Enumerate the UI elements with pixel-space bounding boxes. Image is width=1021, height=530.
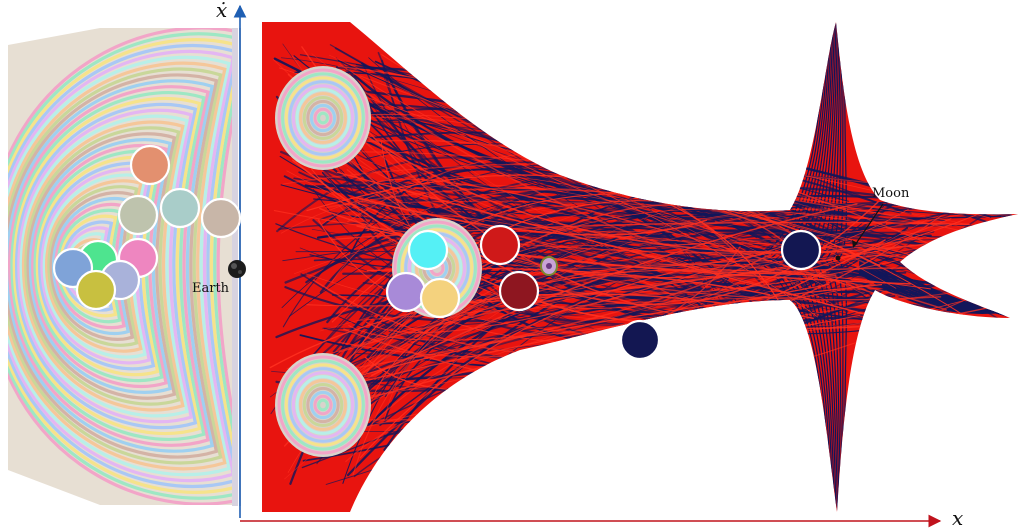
earth-icon: [228, 260, 246, 278]
marker-taupe: [200, 197, 242, 239]
moon-manifold-strand: [779, 23, 832, 511]
orbit-ring: [295, 88, 351, 148]
marker-dark-red: [498, 270, 540, 312]
manifold-streak: [288, 201, 732, 384]
earth-region-orbits: [8, 28, 232, 505]
orbit-ring: [8, 38, 232, 494]
manifold-streak: [317, 69, 734, 318]
marker-sage-1: [117, 194, 159, 236]
manifold-streak: [370, 203, 858, 377]
orbit-ring: [8, 55, 231, 477]
orbit-ring: [12, 96, 202, 436]
manifold-streak: [286, 170, 909, 278]
orbit-ring: [284, 363, 362, 447]
manifold-streak: [368, 281, 703, 428]
orbit-ring: [317, 398, 329, 412]
orbit-ring: [14, 102, 198, 430]
orbit-ring: [8, 61, 227, 471]
marker-navy: [619, 319, 661, 361]
marker-yellow: [419, 277, 461, 319]
orbit-ring: [291, 371, 355, 439]
manifold-streak: [338, 267, 916, 353]
orbit-ring: [26, 132, 177, 400]
manifold-streak: [300, 253, 772, 378]
manifold-streak: [365, 244, 789, 334]
manifold-streak: [299, 247, 843, 305]
orbit-ring: [306, 386, 340, 424]
orbit-ring: [10, 91, 206, 441]
orbit-ring: [299, 379, 347, 431]
orbit-ring: [284, 76, 362, 160]
orbit-ring: [295, 375, 351, 435]
orbit-ring: [317, 111, 329, 125]
marker-group: [52, 144, 822, 361]
orbit-ring: [8, 67, 223, 465]
manifold-streak: [295, 241, 775, 253]
orbit-ring: [19, 114, 189, 418]
earth-label: Earth: [192, 281, 230, 296]
manifold-streak: [355, 196, 707, 236]
marker-olive: [75, 269, 117, 311]
manifold-streak: [349, 167, 887, 300]
manifold-streak: [311, 53, 875, 306]
marker-navy-moon: [780, 229, 822, 271]
moon-manifold-strand: [818, 23, 842, 511]
orbit-ring: [288, 80, 358, 156]
manifold-streak: [331, 189, 986, 287]
orbit-ring: [17, 108, 194, 424]
orbit-ring: [8, 32, 232, 500]
marker-lavender: [385, 271, 427, 313]
orbit-ring: [291, 84, 355, 152]
manifold-streak: [367, 178, 911, 306]
orbit-ring: [281, 359, 365, 451]
orbit-ring: [313, 394, 333, 416]
manifold-streak: [336, 157, 924, 327]
manifold-streak: [356, 86, 752, 257]
manifold-streak: [285, 120, 974, 242]
marker-red: [479, 224, 521, 266]
moon-label: Moon: [872, 186, 910, 201]
marker-orange: [129, 144, 171, 186]
orbit-ring: [281, 72, 365, 164]
manifold-streak: [331, 236, 725, 436]
x-axis-label: x: [952, 506, 964, 530]
orbit-ring: [8, 85, 210, 447]
marker-teal-light: [159, 187, 201, 229]
orbit-ring: [21, 120, 185, 412]
upper-island: [275, 66, 371, 170]
manifold-streak: [285, 127, 806, 225]
orbit-ring: [302, 95, 344, 141]
marker-cyan: [407, 229, 449, 271]
manifold-streak: [326, 192, 1014, 428]
orbit-ring: [277, 68, 369, 168]
chaotic-manifold-region: [262, 22, 1018, 512]
moon-pointer: [835, 203, 884, 261]
small-island: [540, 256, 558, 276]
y-axis-label: ẋ: [216, 0, 228, 22]
orbit-ring: [309, 103, 337, 133]
orbit-ring: [8, 28, 232, 505]
manifold-streak: [310, 184, 792, 229]
orbit-ring: [8, 49, 232, 483]
orbit-ring: [8, 73, 219, 459]
manifold-streak: [319, 207, 837, 276]
orbit-ring: [8, 79, 215, 453]
orbit-ring: [277, 355, 369, 455]
orbit-ring: [313, 107, 333, 129]
orbit-ring: [299, 92, 347, 144]
orbit-ring: [8, 44, 232, 488]
manifold-streak: [278, 67, 818, 318]
orbit-ring: [306, 99, 340, 137]
manifold-streak: [319, 198, 1008, 260]
orbit-ring: [309, 390, 337, 420]
lower-island: [275, 353, 371, 457]
manifold-streak: [320, 175, 844, 297]
manifold-streak: [273, 209, 824, 254]
orbit-ring: [288, 367, 358, 443]
manifold-streak: [387, 213, 839, 309]
orbit-ring: [302, 382, 344, 428]
orbit-ring: [24, 126, 181, 406]
